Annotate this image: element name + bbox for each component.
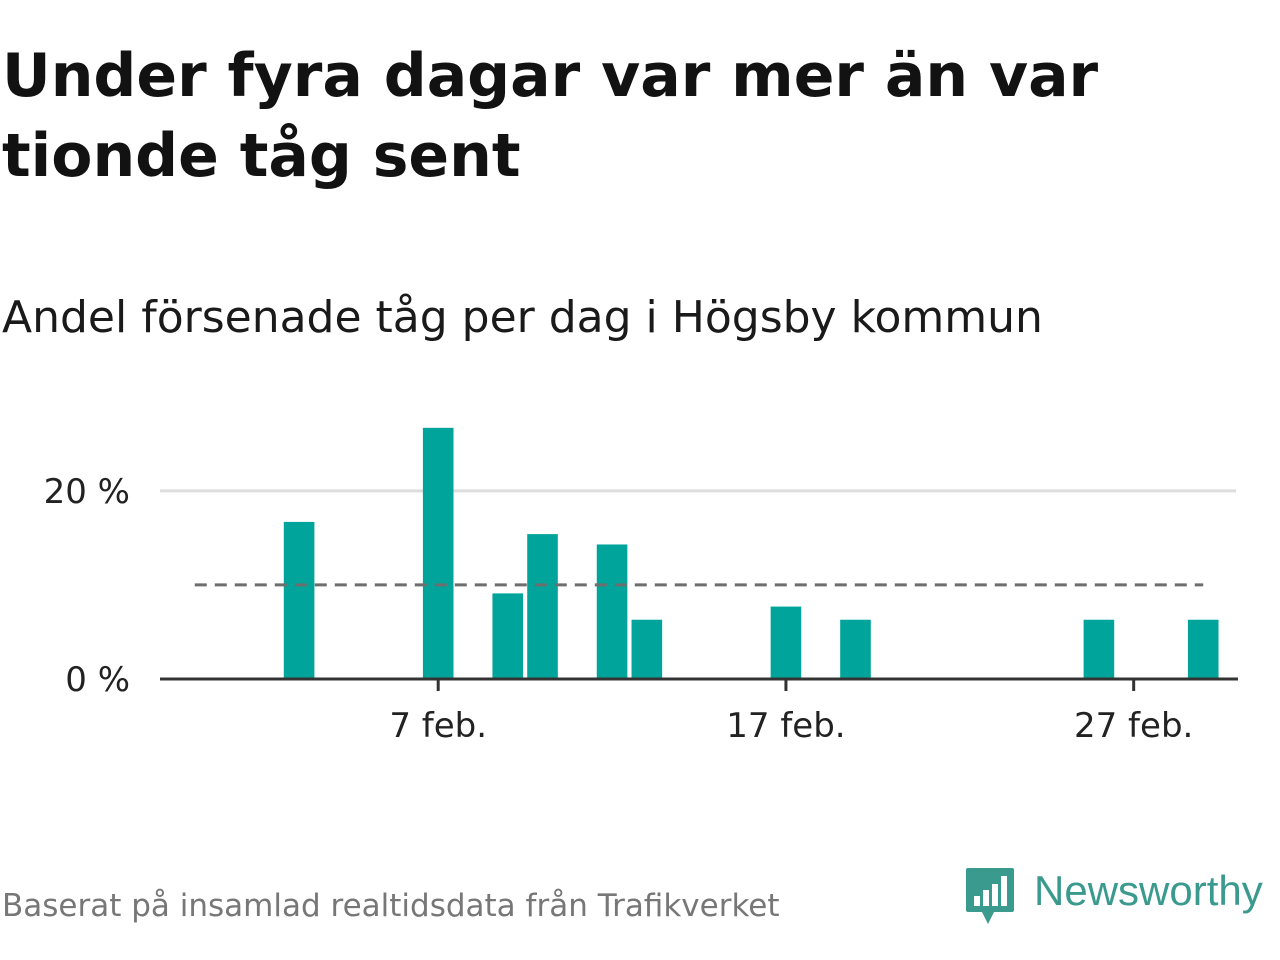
bar — [631, 619, 663, 679]
logo-wordmark: Newsworthy — [1034, 867, 1263, 914]
x-tick-label: 17 feb. — [726, 706, 845, 746]
bar — [527, 534, 558, 679]
y-tick-label: 20 % — [44, 472, 130, 512]
newsworthy-logo-icon — [966, 868, 1014, 924]
chart-title: Under fyra dagar var mer än var tionde t… — [2, 41, 1099, 191]
x-tick-label: 7 feb. — [389, 706, 487, 746]
source-note: Baserat på insamlad realtidsdata från Tr… — [2, 888, 780, 924]
bar — [770, 606, 802, 679]
bar — [840, 619, 871, 679]
bar — [422, 427, 454, 679]
bar — [283, 521, 315, 679]
bars-layer — [283, 427, 1219, 679]
bar — [596, 544, 628, 679]
bar-chart: 0 % 20 % 7 feb. 17 feb. 27 feb. — [44, 427, 1238, 746]
bar — [492, 593, 524, 679]
y-tick-label: 0 % — [65, 660, 130, 700]
chart-subtitle: Andel försenade tåg per dag i Högsby kom… — [2, 292, 1043, 343]
bar — [1187, 619, 1219, 679]
x-tick-label: 27 feb. — [1074, 706, 1193, 746]
axis-layer: 0 % 20 % 7 feb. 17 feb. 27 feb. — [44, 472, 1238, 746]
bar — [1083, 619, 1115, 679]
